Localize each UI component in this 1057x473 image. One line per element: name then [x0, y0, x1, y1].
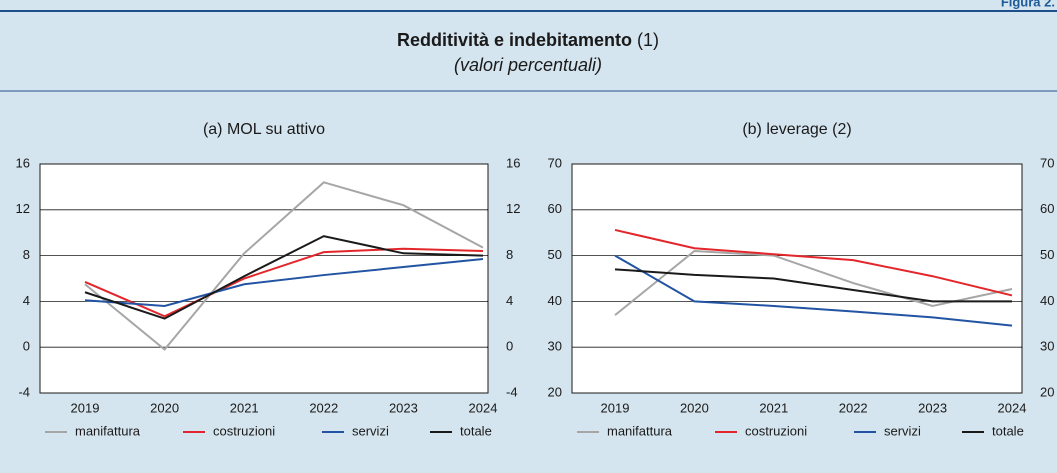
x-tick-label: 2023 — [389, 400, 418, 415]
y2-tick-label: 8 — [506, 247, 513, 262]
series-line — [84, 181, 484, 351]
x-tick-label: 2024 — [998, 400, 1027, 415]
y2-tick-label: 30 — [1040, 339, 1054, 354]
series-line — [84, 235, 484, 320]
title-line: Redditività e indebitamento (1) — [397, 30, 659, 50]
y-tick-label: 8 — [23, 247, 30, 262]
x-tick-label: 2020 — [680, 400, 709, 415]
title-note: (1) — [637, 30, 659, 50]
y2-tick-label: 60 — [1040, 201, 1054, 216]
series-line — [84, 247, 484, 318]
x-tick-label: 2019 — [71, 400, 100, 415]
y-tick-label: 40 — [548, 293, 562, 308]
series-line — [614, 254, 1013, 327]
y-tick-label: 4 — [23, 293, 30, 308]
series-line — [614, 268, 1012, 303]
legend-label: manifattura — [607, 423, 673, 438]
y2-tick-label: 40 — [1040, 293, 1054, 308]
y-tick-label: 50 — [548, 247, 562, 262]
y2-tick-label: 4 — [506, 293, 513, 308]
series-line — [614, 228, 1013, 297]
legend-label: manifattura — [75, 423, 141, 438]
y-tick-label: 70 — [548, 155, 562, 170]
figure-label: Figura 2. — [1001, 0, 1055, 9]
x-tick-label: 2021 — [759, 400, 788, 415]
y2-tick-label: 16 — [506, 155, 520, 170]
series-line — [84, 258, 484, 307]
y2-tick-label: 70 — [1040, 155, 1054, 170]
legend-label: servizi — [884, 423, 921, 438]
y2-tick-label: 12 — [506, 201, 520, 216]
legend-label: costruzioni — [213, 423, 275, 438]
y-tick-label: 0 — [23, 339, 30, 354]
y-tick-label: 30 — [548, 339, 562, 354]
x-tick-label: 2020 — [150, 400, 179, 415]
y-tick-label: 60 — [548, 201, 562, 216]
x-tick-label: 2022 — [309, 400, 338, 415]
y-tick-label: 12 — [16, 201, 30, 216]
legend-label: totale — [460, 423, 492, 438]
y2-tick-label: -4 — [506, 384, 518, 399]
x-tick-label: 2022 — [839, 400, 868, 415]
y-tick-label: -4 — [18, 384, 30, 399]
x-tick-label: 2019 — [601, 400, 630, 415]
y2-tick-label: 50 — [1040, 247, 1054, 262]
y2-tick-label: 0 — [506, 339, 513, 354]
x-tick-label: 2023 — [918, 400, 947, 415]
subtitle: (valori percentuali) — [454, 55, 602, 75]
y-tick-label: 20 — [548, 384, 562, 399]
y-tick-label: 16 — [16, 155, 30, 170]
x-tick-label: 2024 — [469, 400, 498, 415]
x-tick-label: 2021 — [230, 400, 259, 415]
legend-label: totale — [992, 423, 1024, 438]
legend-label: servizi — [352, 423, 389, 438]
legend-label: costruzioni — [745, 423, 807, 438]
title: Redditività e indebitamento — [397, 30, 632, 50]
panel-title: (b) leverage (2) — [742, 121, 851, 138]
plot-area — [571, 163, 1023, 394]
y2-tick-label: 20 — [1040, 384, 1054, 399]
panel-title: (a) MOL su attivo — [203, 121, 325, 138]
plot-area — [39, 163, 489, 394]
series-line — [614, 249, 1013, 316]
